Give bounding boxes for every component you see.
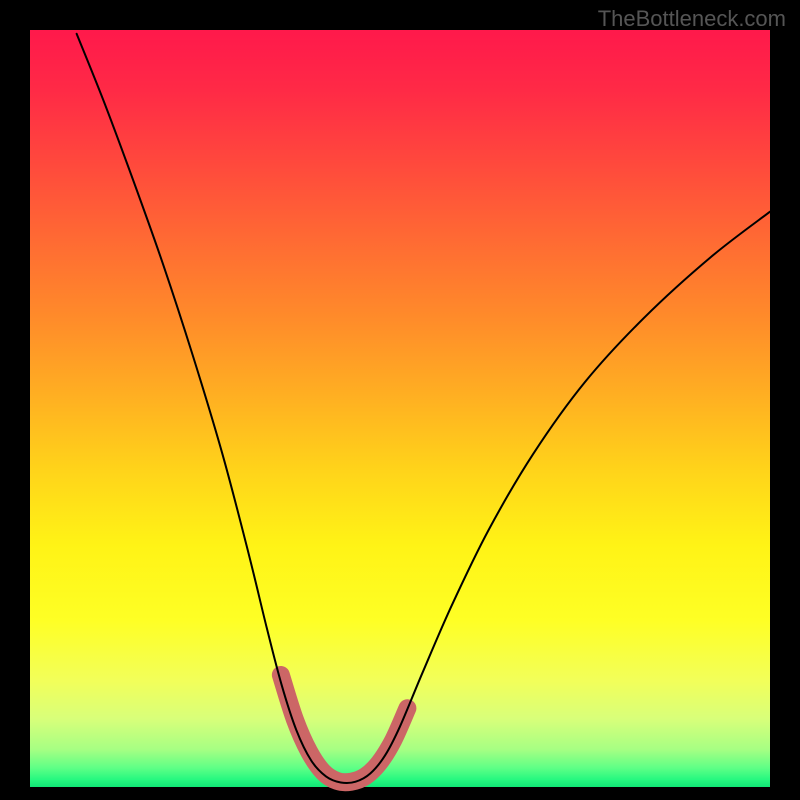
watermark-text: TheBottleneck.com: [598, 6, 786, 32]
bottleneck-chart: [0, 0, 800, 800]
plot-area: [30, 30, 770, 787]
